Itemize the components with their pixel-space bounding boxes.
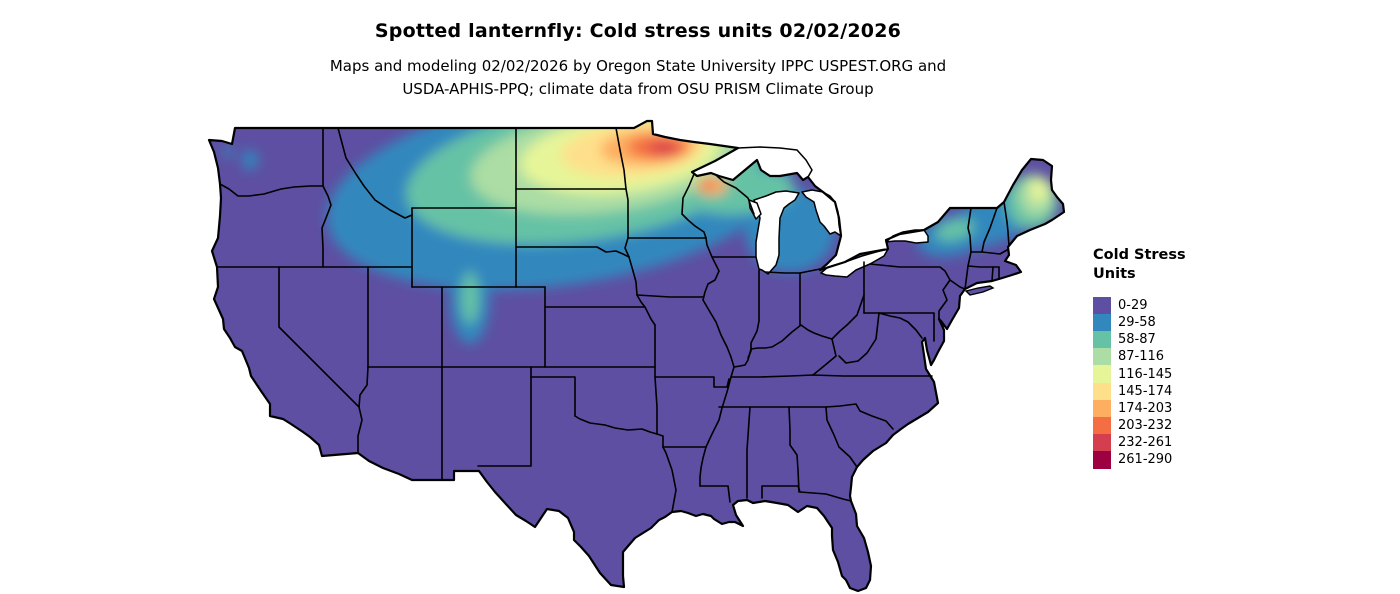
subtitle-line-1: Maps and modeling 02/02/2026 by Oregon S… xyxy=(329,57,947,75)
legend-swatch xyxy=(1093,451,1111,469)
legend-item: 232-261 xyxy=(1093,434,1393,452)
legend-swatch xyxy=(1093,417,1111,435)
green-bay xyxy=(748,199,762,220)
legend-label: 203-232 xyxy=(1118,418,1173,434)
legend-label: 116-145 xyxy=(1118,366,1173,382)
lake-michigan xyxy=(753,190,800,275)
legend-item: 29-58 xyxy=(1093,313,1393,332)
legend-swatch xyxy=(1093,331,1111,349)
legend-label: 87-116 xyxy=(1118,349,1165,365)
legend-item: 145-174 xyxy=(1093,382,1393,400)
legend-title: Cold Stress Units xyxy=(1093,246,1393,284)
legend-label: 232-261 xyxy=(1118,435,1173,451)
legend-rows: 0-29 29-58 58-87 87-116 116-145 145-174 … xyxy=(1093,296,1393,469)
legend-item: 87-116 xyxy=(1093,348,1393,366)
legend-item: 261-290 xyxy=(1093,451,1393,469)
us-outline xyxy=(207,119,1066,593)
legend-swatch xyxy=(1093,434,1111,452)
legend-label: 174-203 xyxy=(1118,400,1173,416)
subtitle-line-2: USDA-APHIS-PPQ; climate data from OSU PR… xyxy=(402,79,874,98)
legend-swatch xyxy=(1093,399,1111,417)
state-borders xyxy=(216,127,1010,513)
legend-item: 174-203 xyxy=(1093,399,1393,417)
legend-item: 58-87 xyxy=(1093,331,1393,349)
legend-label: 0-29 xyxy=(1118,297,1148,313)
legend-swatch xyxy=(1093,313,1111,332)
legend-item: 203-232 xyxy=(1093,417,1393,435)
legend-swatch xyxy=(1093,348,1111,366)
legend-item: 116-145 xyxy=(1093,365,1393,383)
legend: Cold Stress Units 0-29 29-58 58-87 87-11… xyxy=(1093,246,1393,469)
legend-swatch xyxy=(1093,382,1111,400)
long-island xyxy=(964,285,995,296)
legend-label: 261-290 xyxy=(1118,452,1173,468)
legend-label: 145-174 xyxy=(1118,383,1173,399)
page-title: Spotted lanternfly: Cold stress units 02… xyxy=(374,20,902,42)
legend-item: 0-29 xyxy=(1093,296,1393,314)
legend-title-line-2: Units xyxy=(1093,265,1136,282)
page-subtitle: Maps and modeling 02/02/2026 by Oregon S… xyxy=(0,55,1276,100)
legend-swatch xyxy=(1093,296,1111,314)
legend-label: 29-58 xyxy=(1118,314,1156,330)
legend-label: 58-87 xyxy=(1118,332,1156,348)
legend-title-line-1: Cold Stress xyxy=(1093,247,1186,263)
legend-swatch xyxy=(1093,365,1111,383)
